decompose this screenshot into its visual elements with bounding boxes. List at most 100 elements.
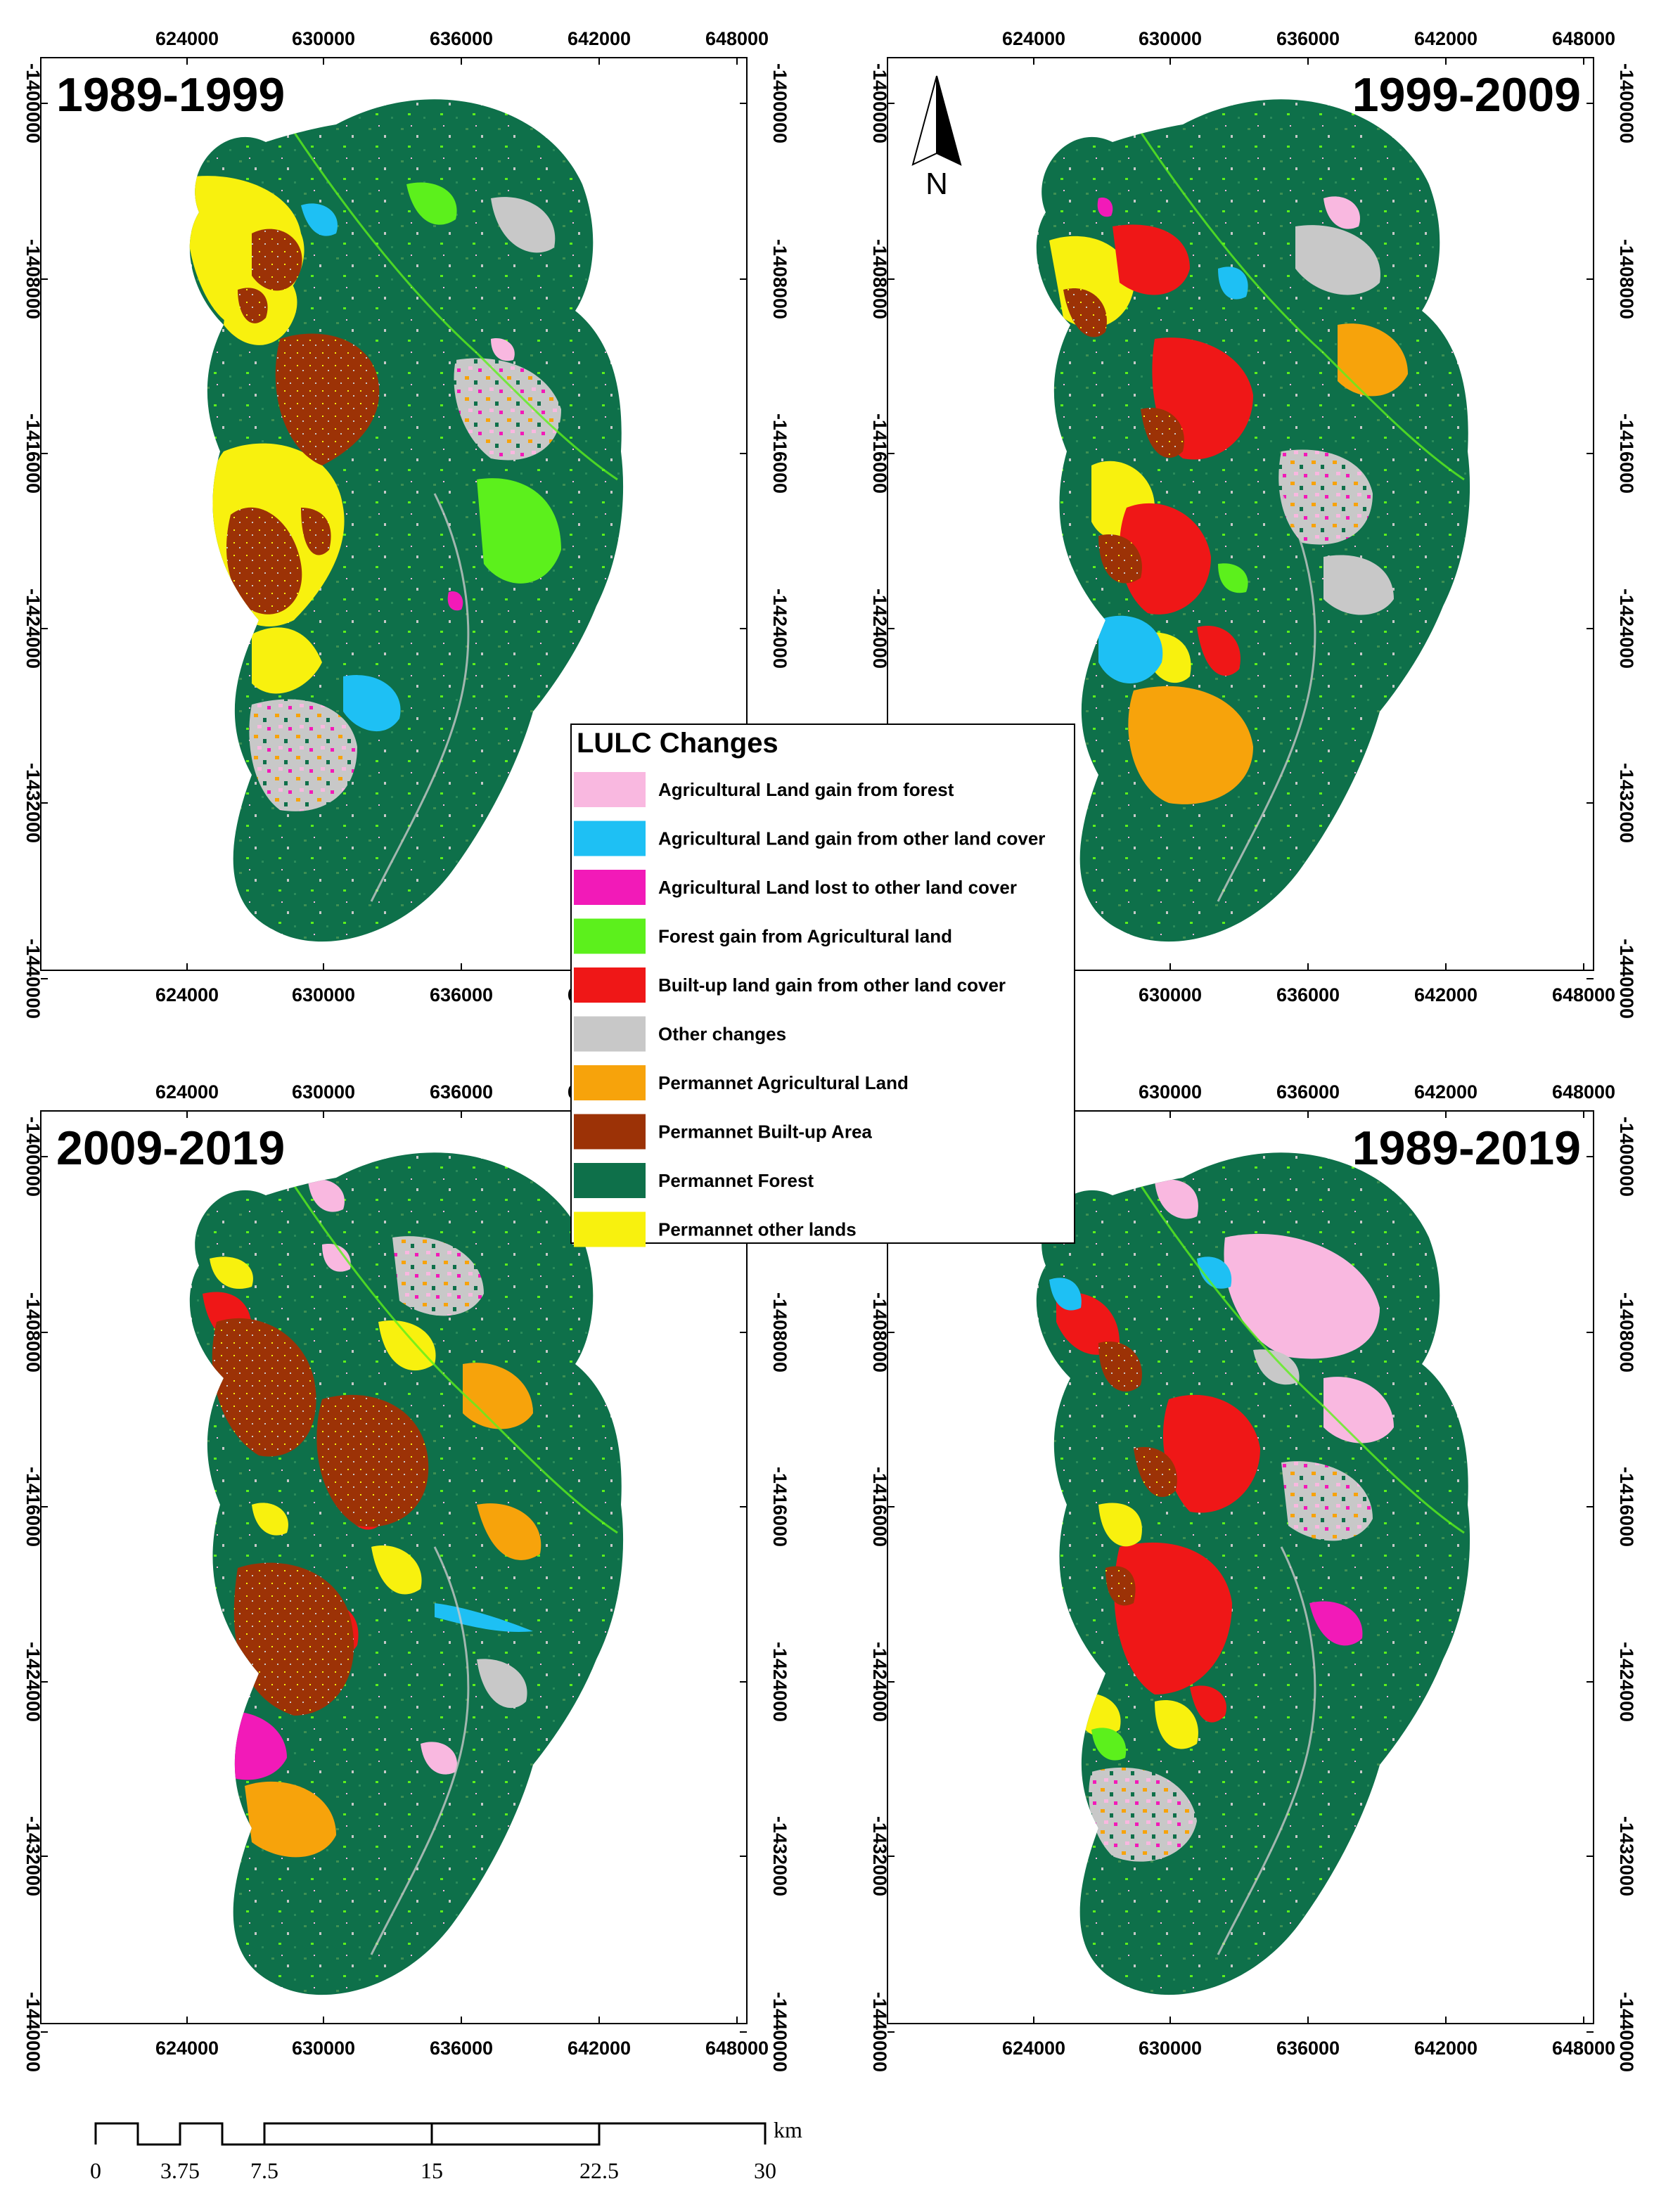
lulc-patch [252,229,302,291]
legend-swatch [574,821,646,856]
y-tick-label-right: -1416000 [1616,413,1637,494]
lulc-patch [1309,1601,1363,1646]
y-tick-label-right: -1408000 [769,239,790,319]
y-tick-label-left: -1400000 [23,63,44,143]
x-tick-label-top: 642000 [1414,28,1478,49]
y-tick-label-left: -1424000 [869,1642,890,1722]
lulc-patch [1155,1179,1198,1219]
legend-swatch [574,1065,646,1100]
lulc-map [1036,99,1470,942]
lulc-patch [1218,563,1248,593]
lulc-patch [491,197,556,253]
lulc-patch [238,288,268,323]
x-tick-label-top: 624000 [155,1081,219,1102]
lulc-patch [1098,615,1163,683]
legend-swatch [574,1114,646,1150]
x-tick-label-bottom: 630000 [292,2038,355,2059]
x-tick-label-top: 630000 [292,1081,355,1102]
x-tick-label-top: 648000 [1552,1081,1615,1102]
lulc-patch [1190,1685,1226,1723]
lulc-patch [1114,1542,1232,1695]
x-tick-label-bottom: 630000 [1139,984,1202,1005]
legend-item-label: Permannet Forest [658,1170,814,1191]
x-tick-label-top: 636000 [1276,1081,1340,1102]
y-tick-label-right: -1432000 [769,1816,790,1896]
lulc-patch [1120,503,1211,615]
lulc-patch [1128,686,1253,804]
y-tick-label-left: -1432000 [23,763,44,843]
y-tick-label-left: -1408000 [23,1292,44,1372]
y-tick-label-right: -1400000 [769,63,790,143]
scale-label: 22.5 [579,2158,619,2183]
lulc-patch [1105,1566,1136,1606]
x-tick-label-top: 642000 [1414,1081,1478,1102]
lulc-patch [301,203,338,236]
legend-item-label: Agricultural Land gain from other land c… [658,828,1045,849]
y-tick-label-right: -1416000 [1616,1467,1637,1547]
legend-swatch [574,772,646,807]
x-tick-label-bottom: 630000 [1139,2038,1202,2059]
x-tick-label-bottom: 648000 [1552,984,1615,1005]
lulc-patch [1098,1342,1142,1392]
x-tick-label-top: 636000 [430,1081,493,1102]
x-tick-label-bottom: 636000 [1276,2038,1340,2059]
legend-swatch [574,870,646,905]
lulc-patch [1089,1767,1197,1862]
lulc-patch [1197,626,1241,676]
y-tick-label-left: -1440000 [23,939,44,1019]
y-tick-label-right: -1408000 [1616,239,1637,319]
y-tick-label-left: -1432000 [23,1816,44,1896]
legend-title: LULC Changes [577,728,778,759]
y-tick-label-right: -1424000 [769,589,790,669]
river-line [1217,1546,1316,1955]
y-tick-label-right: -1432000 [1616,763,1637,843]
lulc-patch [1098,1503,1142,1547]
river-line [370,1546,470,1955]
legend-box [570,724,1075,1244]
lulc-patch [421,1742,457,1775]
lulc-patch [454,358,561,461]
y-tick-label-left: -1416000 [23,413,44,494]
road-line [1118,1152,1465,1534]
y-tick-label-right: -1400000 [1616,1117,1637,1197]
y-tick-label-right: -1432000 [1616,1816,1637,1896]
lulc-patch [463,1363,533,1429]
lulc-patch [1281,1461,1373,1541]
y-tick-label-right: -1440000 [1616,939,1637,1019]
x-tick-label-top: 630000 [1139,28,1202,49]
legend-swatch [574,918,646,954]
scale-label: 3.75 [160,2158,200,2183]
road-line [271,99,618,481]
x-tick-label-bottom: 630000 [292,984,355,1005]
y-tick-label-left: -1424000 [23,1642,44,1722]
legend-item-label: Other changes [658,1024,786,1045]
x-tick-label-bottom: 642000 [568,2038,631,2059]
lulc-patch [233,1562,354,1716]
panel-title: 2009-2019 [56,1121,285,1175]
panel-title: 1989-2019 [1352,1121,1581,1175]
x-tick-label-top: 624000 [155,28,219,49]
x-tick-label-top: 636000 [1276,28,1340,49]
lulc-patch [1134,1447,1177,1498]
north-label: N [925,167,948,201]
y-tick-label-left: -1416000 [23,1467,44,1547]
north-arrow-icon: N [911,75,962,201]
lulc-patch [275,333,380,465]
y-tick-label-right: -1408000 [1616,1292,1637,1372]
lulc-patch [249,699,357,811]
lulc-patch [1323,1377,1394,1443]
lulc-map [189,1152,624,1995]
legend-swatch [574,1211,646,1247]
map-panel-1: 624000 624000 630000 630000 636000 636000 6420… [23,28,790,1019]
x-tick-label-bottom: 624000 [1002,2038,1065,2059]
lulc-patch [378,1320,436,1371]
x-tick-label-top: 630000 [1139,1081,1202,1102]
lulc-patch [1097,198,1113,217]
legend: LULC Changes Agricultural Land gain from … [570,724,1075,1247]
x-tick-label-bottom: 648000 [705,2038,769,2059]
legend-item-label: Built-up land gain from other land cover [658,975,1006,996]
x-tick-label-top: 648000 [705,28,769,49]
lulc-patch [1098,534,1142,584]
lulc-patch [1063,288,1107,337]
legend-swatch [574,1163,646,1198]
